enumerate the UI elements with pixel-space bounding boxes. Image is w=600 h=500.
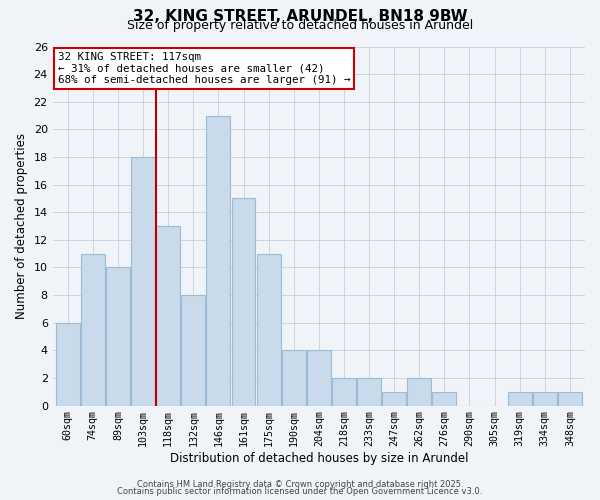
Bar bbox=[558, 392, 582, 406]
Bar bbox=[206, 116, 230, 406]
Text: Size of property relative to detached houses in Arundel: Size of property relative to detached ho… bbox=[127, 19, 473, 32]
Bar bbox=[131, 157, 155, 406]
Bar bbox=[307, 350, 331, 406]
Text: Contains public sector information licensed under the Open Government Licence v3: Contains public sector information licen… bbox=[118, 487, 482, 496]
Bar bbox=[81, 254, 105, 406]
Bar bbox=[533, 392, 557, 406]
Text: 32 KING STREET: 117sqm
← 31% of detached houses are smaller (42)
68% of semi-det: 32 KING STREET: 117sqm ← 31% of detached… bbox=[58, 52, 350, 85]
Bar bbox=[56, 322, 80, 406]
Bar bbox=[332, 378, 356, 406]
Text: 32, KING STREET, ARUNDEL, BN18 9BW: 32, KING STREET, ARUNDEL, BN18 9BW bbox=[133, 9, 467, 24]
Bar bbox=[232, 198, 256, 406]
Bar bbox=[357, 378, 381, 406]
Bar bbox=[433, 392, 457, 406]
Bar bbox=[407, 378, 431, 406]
Y-axis label: Number of detached properties: Number of detached properties bbox=[15, 133, 28, 319]
Bar bbox=[106, 268, 130, 406]
Bar bbox=[508, 392, 532, 406]
X-axis label: Distribution of detached houses by size in Arundel: Distribution of detached houses by size … bbox=[170, 452, 468, 465]
Text: Contains HM Land Registry data © Crown copyright and database right 2025.: Contains HM Land Registry data © Crown c… bbox=[137, 480, 463, 489]
Bar bbox=[282, 350, 305, 406]
Bar bbox=[181, 295, 205, 406]
Bar bbox=[156, 226, 180, 406]
Bar bbox=[257, 254, 281, 406]
Bar bbox=[382, 392, 406, 406]
